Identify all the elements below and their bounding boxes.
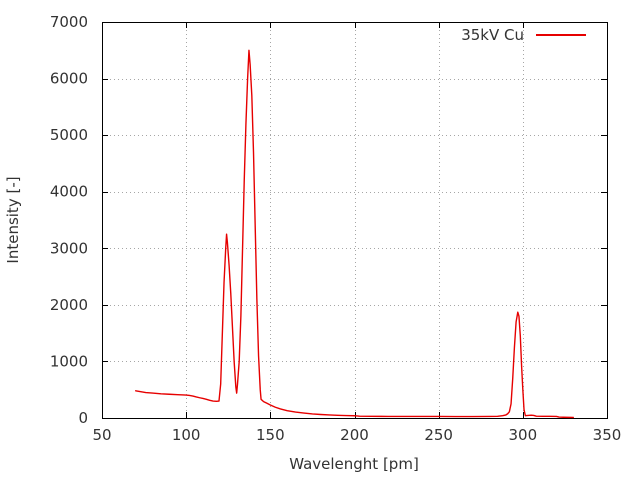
x-axis-title: Wavelenght [pm] bbox=[289, 455, 419, 473]
plot-border bbox=[102, 22, 608, 419]
x-tick-label: 50 bbox=[92, 426, 111, 444]
x-tick-label: 150 bbox=[256, 426, 285, 444]
y-tick-label: 3000 bbox=[50, 239, 88, 257]
y-tick-label: 0 bbox=[78, 409, 88, 427]
y-tick-label: 4000 bbox=[50, 183, 88, 201]
spectrum-line bbox=[134, 49, 575, 419]
y-tick-label: 1000 bbox=[50, 352, 88, 370]
x-tick-label: 350 bbox=[593, 426, 622, 444]
legend-line-sample bbox=[536, 34, 586, 36]
y-tick-label: 2000 bbox=[50, 296, 88, 314]
x-tick-label: 200 bbox=[340, 426, 369, 444]
x-tick-label: 100 bbox=[172, 426, 201, 444]
y-axis-title: Intensity [-] bbox=[4, 176, 22, 264]
y-tick-label: 6000 bbox=[50, 70, 88, 88]
y-tick-label: 7000 bbox=[50, 13, 88, 31]
legend: 35kV Cu bbox=[430, 26, 586, 44]
y-tick-label: 5000 bbox=[50, 126, 88, 144]
x-tick-label: 250 bbox=[424, 426, 453, 444]
legend-label: 35kV Cu bbox=[461, 26, 524, 44]
x-tick-label: 300 bbox=[509, 426, 538, 444]
